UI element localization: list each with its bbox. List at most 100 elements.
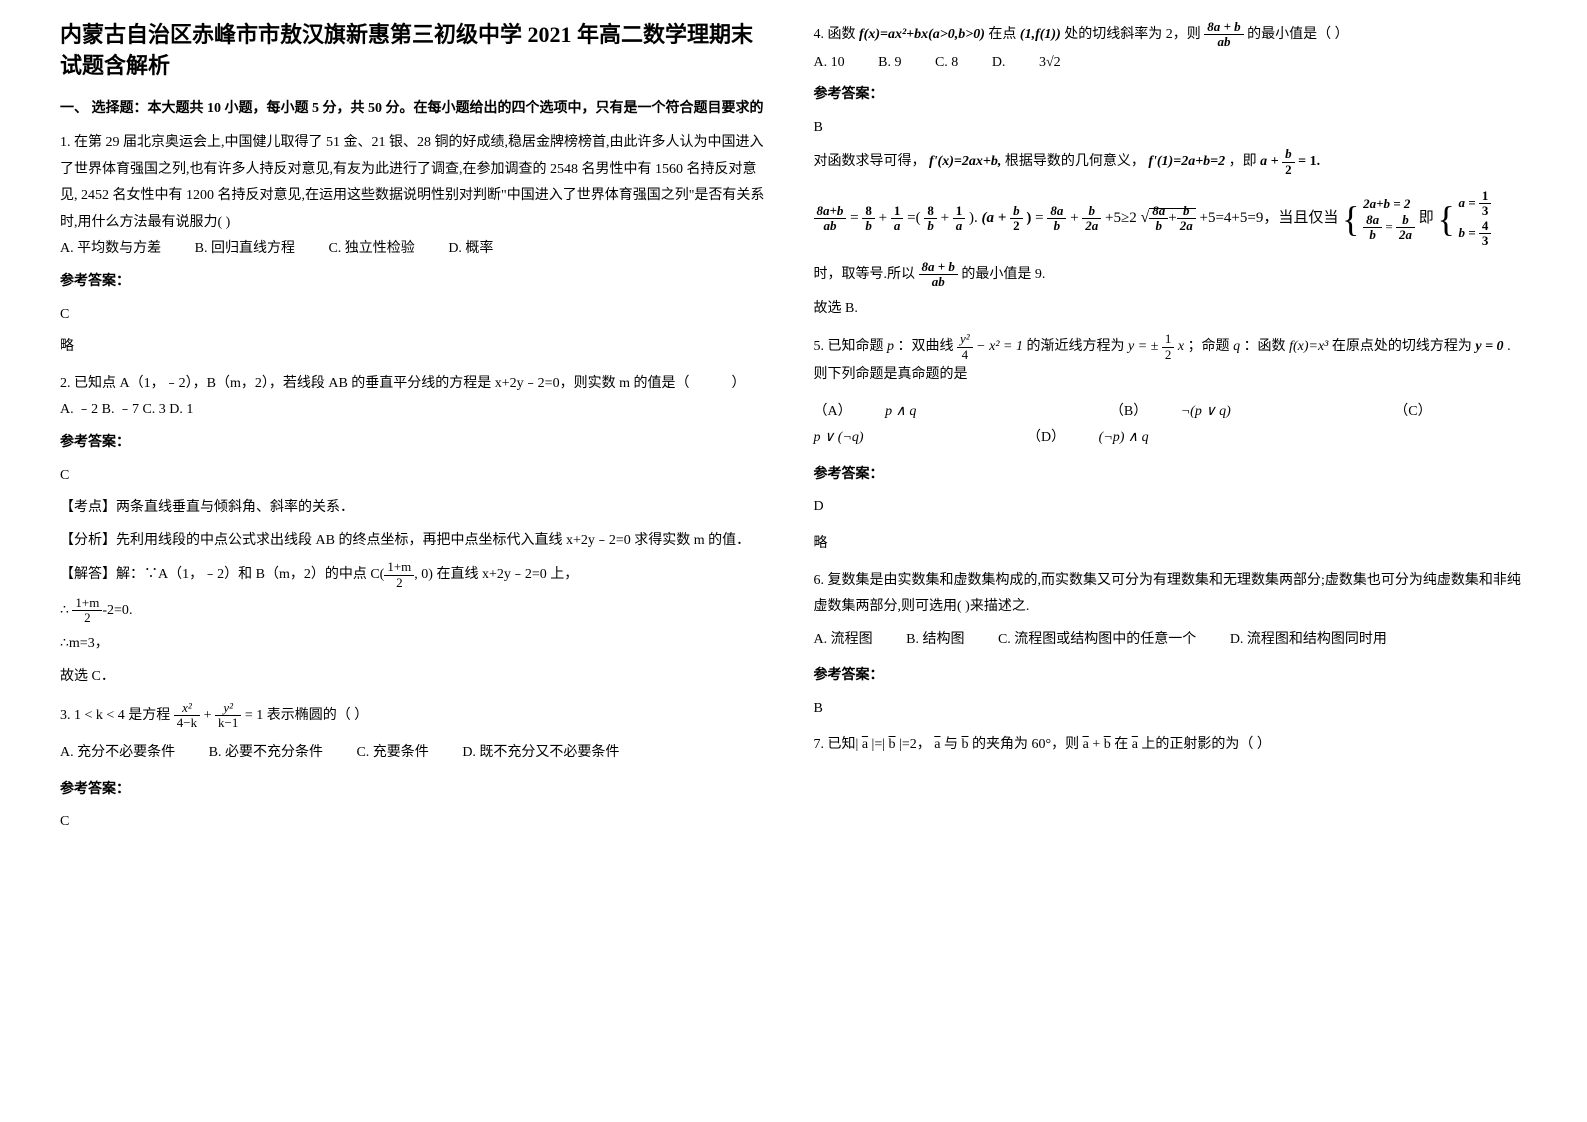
q1-answer: C — [60, 302, 774, 329]
f1a2: 1a — [953, 204, 966, 234]
q4-opt-a: A. 10 — [814, 50, 845, 77]
f1a2-num: 1 — [953, 204, 966, 219]
problem-6: 6. 复数集是由实数集和虚数集构成的,而实数集又可分为有理数集和无理数集两部分;… — [814, 568, 1528, 723]
c8a: 8ab — [1363, 213, 1382, 243]
midpoint-close: , 0) — [414, 567, 433, 582]
b43: b = 43 — [1459, 219, 1492, 249]
fap-frac: b2 — [1010, 204, 1023, 234]
midpoint-frac: 1+m2 — [384, 560, 414, 590]
q7-pre: 7. 已知| — [814, 737, 859, 752]
q4-fn: f(x)=ax²+bx(a>0,b>0) — [859, 27, 985, 42]
f8a-r-num: 8a — [1149, 204, 1168, 219]
q4-opt-d-label: D. — [992, 50, 1006, 77]
q3-y2: y² — [215, 701, 241, 716]
q3-opt-c: C. 充要条件 — [356, 740, 428, 767]
q3-cond: 1 < k < 4 — [74, 708, 125, 723]
q5-frac1: y²4 — [957, 332, 973, 362]
q4-suf: 的最小值是（ ） — [1247, 27, 1349, 42]
q4-choice: 故选 B. — [814, 296, 1528, 323]
problem-2: 2. 已知点 A（1，﹣2），B（m，2），若线段 AB 的垂直平分线的方程是 … — [60, 371, 774, 691]
q5-ypm-den: 2 — [1162, 348, 1175, 362]
q4-opt-b: B. 9 — [878, 50, 901, 77]
q2-text: 2. 已知点 A（1，﹣2），B（m，2），若线段 AB 的垂直平分线的方程是 … — [60, 371, 774, 398]
a13-frac: 13 — [1479, 189, 1492, 219]
q4-mid1: 在点 — [988, 27, 1016, 42]
b43-pre: b = — [1459, 224, 1476, 239]
problem-7: 7. 已知| a |=| b |=2， a 与 b 的夹角为 60°，则 a +… — [814, 732, 1528, 759]
q2-therefore: ∴ — [60, 603, 69, 618]
f8ab: 8a+bab — [814, 204, 847, 234]
q1-options: A. 平均数与方差 B. 回归直线方程 C. 独立性检验 D. 概率 — [60, 236, 774, 263]
q5-answer: D — [814, 494, 1528, 521]
q4-sol-end: 即 — [1419, 210, 1434, 226]
q6-opt-a: A. 流程图 — [814, 627, 873, 654]
q5-pre: 5. 已知命题 — [814, 339, 884, 354]
eq-frac: 1+m2 — [72, 596, 102, 626]
f8b2-num: 8 — [924, 204, 937, 219]
q6-answer-label: 参考答案： — [814, 663, 1528, 690]
c8a-den: b — [1363, 228, 1382, 242]
q4-bot: ab — [1204, 35, 1243, 49]
q2-choice: 故选 C． — [60, 664, 774, 691]
q5-opt-d-label: （D） — [1027, 425, 1065, 452]
q7-mid3: 在 — [1114, 737, 1128, 752]
f8b2-den: b — [924, 219, 937, 233]
q3-mid: 是方程 — [128, 708, 170, 723]
section-1-header: 一、 选择题：本大题共 10 小题，每小题 5 分，共 50 分。在每小题给出的… — [60, 98, 774, 120]
f8b2: 8b — [924, 204, 937, 234]
fap-close: ) — [1026, 210, 1031, 226]
q5-options-2: p ∨ (¬q) （D） (¬p) ∧ q — [814, 425, 1528, 452]
apb2-pre: a + — [1260, 154, 1278, 169]
q5-note: 略 — [814, 531, 1528, 558]
q2-point: 【考点】两条直线垂直与倾斜角、斜率的关系． — [60, 495, 774, 522]
q7-vecb3: b — [1104, 737, 1111, 752]
a13-num: 1 — [1479, 189, 1492, 204]
b43-frac: 43 — [1479, 219, 1492, 249]
apb2-num: b — [1282, 147, 1295, 162]
q7-eq1: |=| — [872, 737, 886, 752]
apb2-frac: b2 — [1282, 147, 1295, 177]
brace-icon: { — [1342, 201, 1359, 237]
q4-answer: B — [814, 115, 1528, 142]
cb2a: b2a — [1396, 213, 1415, 243]
fb2a-r: b2a — [1177, 204, 1196, 234]
q4-line: 4. 函数 f(x)=ax²+bx(a>0,b>0) 在点 (1,f(1)) 处… — [814, 20, 1528, 50]
a13: a = 13 — [1459, 189, 1492, 219]
q4-mid2: 处的切线斜率为 2，则 — [1064, 27, 1201, 42]
f1a-den: a — [891, 219, 904, 233]
q3-frac-y: y²k−1 — [215, 701, 241, 731]
q4-final: 时，取等号.所以 8a + bab 的最小值是 9. — [814, 260, 1528, 290]
apb2-den: 2 — [1282, 163, 1295, 177]
q3-x2: x² — [174, 701, 200, 716]
cb2a-den: 2a — [1396, 228, 1415, 242]
ge2: +5≥2 — [1105, 210, 1137, 226]
q5-y0: y = 0 — [1475, 339, 1503, 354]
q6-answer: B — [814, 696, 1528, 723]
q7-veca2: a — [934, 737, 940, 752]
q5-line: 5. 已知命题 p ：双曲线 y²4 − x² = 1 的渐近线方程为 y = … — [814, 332, 1528, 388]
q6-opt-b: B. 结构图 — [906, 627, 964, 654]
q5-x2: − x² = 1 — [976, 339, 1023, 354]
eq-rhs: -2=0 — [102, 603, 129, 618]
q3-opt-d: D. 既不充分又不必要条件 — [462, 740, 619, 767]
q3-line: 3. 1 < k < 4 是方程 x²4−k + y²k−1 = 1 表示椭圆的… — [60, 701, 774, 731]
q5-opt-a-math: p ∧ q — [885, 399, 916, 426]
midpoint-num: 1+m — [384, 560, 414, 575]
q3-frac-x: x²4−k — [174, 701, 200, 731]
q4-sol1-pre: 对函数求导可得， — [814, 154, 926, 169]
f8a-num: 8a — [1047, 204, 1066, 219]
brace-result: a = 13 b = 43 — [1459, 189, 1492, 248]
cond-2ab: 2a+b = 2 — [1363, 195, 1415, 213]
q7-end: 上的正射影的为（ ） — [1141, 737, 1271, 752]
cond-8ab: 8ab = b2a — [1363, 213, 1415, 243]
q4-frac: 8a + bab — [1204, 20, 1243, 50]
q4-answer-label: 参考答案： — [814, 82, 1528, 109]
fb2a: b2a — [1082, 204, 1101, 234]
q5-answer-label: 参考答案： — [814, 462, 1528, 489]
q4-opt-c: C. 8 — [935, 50, 958, 77]
q7-veca4: a — [1132, 737, 1138, 752]
a13-pre: a = — [1459, 195, 1476, 210]
q5-opt-b-label: （B） — [1110, 399, 1147, 426]
b43-num: 4 — [1479, 219, 1492, 234]
q3-opt-b: B. 必要不充分条件 — [209, 740, 323, 767]
